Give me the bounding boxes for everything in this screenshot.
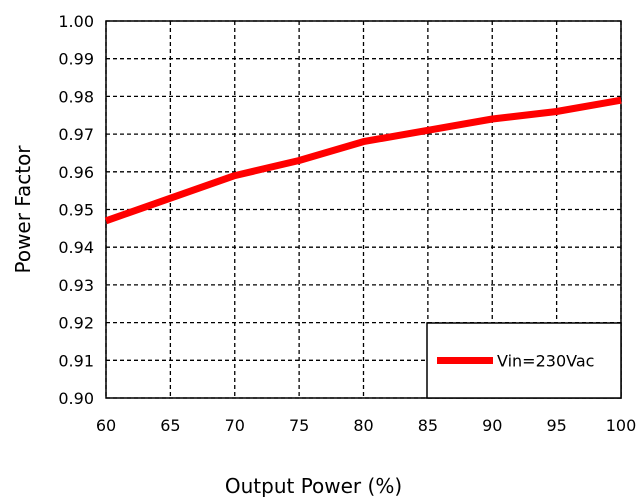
y-tick-label: 1.00	[58, 12, 94, 31]
x-tick-label: 60	[96, 416, 116, 435]
y-tick-label: 0.95	[58, 201, 94, 220]
legend: Vin=230Vac	[426, 322, 622, 399]
y-tick-label: 0.98	[58, 87, 94, 106]
x-tick-label: 100	[606, 416, 637, 435]
y-tick-label: 0.92	[58, 314, 94, 333]
series-layer	[104, 96, 622, 225]
x-axis-ticks: 60 65 70 75 80 85 90 95 100	[96, 416, 636, 435]
series-line	[104, 96, 622, 225]
x-tick-label: 75	[289, 416, 309, 435]
y-axis-title: Power Factor	[11, 145, 35, 274]
x-axis-title: Output Power (%)	[225, 474, 402, 497]
y-tick-label: 0.97	[58, 125, 94, 144]
plot-area-frame	[105, 20, 622, 399]
y-tick-label: 0.94	[58, 238, 94, 257]
y-tick-label: 0.90	[58, 389, 94, 408]
x-tick-label: 95	[546, 416, 566, 435]
y-tick-label: 0.91	[58, 351, 94, 370]
x-tick-label: 65	[160, 416, 180, 435]
y-tick-label: 0.93	[58, 276, 94, 295]
x-tick-label: 80	[353, 416, 373, 435]
legend-label: Vin=230Vac	[497, 352, 594, 371]
y-axis-ticks: 0.90 0.91 0.92 0.93 0.94 0.95 0.96 0.97 0.98 0.99…	[58, 12, 94, 408]
y-tick-label: 0.96	[58, 163, 94, 182]
x-tick-label: 70	[225, 416, 245, 435]
x-tick-label: 85	[418, 416, 438, 435]
y-tick-label: 0.99	[58, 50, 94, 69]
x-tick-label: 90	[482, 416, 502, 435]
